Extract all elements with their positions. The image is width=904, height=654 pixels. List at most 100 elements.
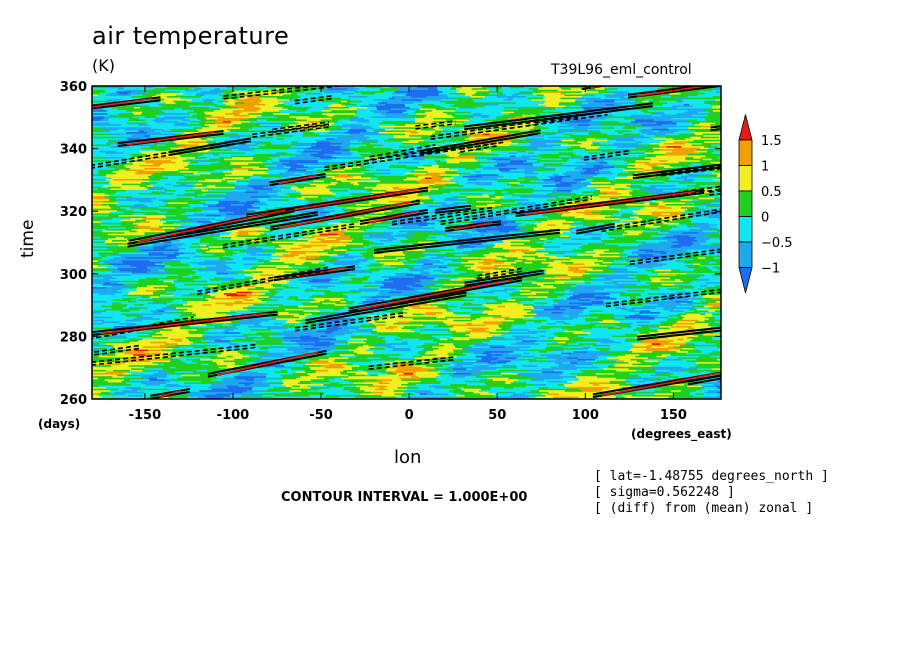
heat-cell <box>624 291 635 294</box>
heat-cell <box>567 269 575 272</box>
heat-cell <box>295 361 312 364</box>
heat-cell <box>704 381 721 384</box>
heat-cell <box>541 363 552 366</box>
heat-cell <box>674 283 689 286</box>
heat-cell <box>681 363 699 366</box>
heat-cell <box>593 328 602 331</box>
heat-cell <box>451 308 473 311</box>
heat-cell <box>615 283 624 286</box>
heat-cell <box>196 314 217 317</box>
heat-cell <box>221 391 233 394</box>
heat-cell <box>92 366 112 369</box>
heat-cell <box>527 295 539 298</box>
heat-cell <box>578 395 599 399</box>
heat-cell <box>256 270 264 273</box>
heat-cell <box>693 250 702 253</box>
heat-cell <box>446 245 458 248</box>
heat-cell <box>615 359 625 363</box>
heat-cell <box>490 388 509 391</box>
heat-cell <box>239 370 259 373</box>
heat-cell <box>644 394 660 397</box>
heat-cell <box>482 366 500 369</box>
heat-cell <box>147 284 169 287</box>
heat-cell <box>253 262 271 265</box>
heat-cell <box>304 378 312 381</box>
heat-cell <box>323 392 346 395</box>
heat-cell <box>534 356 548 359</box>
heat-cell <box>177 372 196 375</box>
heat-cell <box>210 316 227 319</box>
heat-cell <box>516 341 536 344</box>
heat-cell <box>475 355 493 358</box>
heat-cell <box>287 240 295 244</box>
heat-cell <box>573 331 592 334</box>
heat-cell <box>200 339 215 342</box>
heat-cell <box>287 348 301 352</box>
heat-cell <box>271 328 282 331</box>
heat-cell <box>501 333 520 336</box>
heat-cell <box>396 276 414 280</box>
heat-cell <box>490 253 509 256</box>
heat-cell <box>414 287 430 291</box>
heat-cell <box>482 291 495 294</box>
heat-cell <box>92 261 100 264</box>
heat-cell <box>257 327 268 330</box>
heat-cell <box>201 275 208 278</box>
heat-cell <box>526 381 547 384</box>
heat-cell <box>310 348 332 352</box>
heat-cell <box>502 283 511 286</box>
heat-cell <box>317 330 335 333</box>
heat-cell <box>350 281 369 284</box>
heat-cell <box>678 375 692 378</box>
heat-cell <box>558 392 576 395</box>
heat-cell <box>680 389 697 392</box>
heat-cell <box>326 262 335 265</box>
heat-cell <box>267 325 284 328</box>
heat-cell <box>106 369 114 372</box>
heat-cell <box>423 269 435 272</box>
heat-cell <box>517 372 534 375</box>
heat-cell <box>595 358 603 361</box>
heat-cell <box>516 261 525 264</box>
heat-cell <box>425 352 438 355</box>
heat-cell <box>549 289 566 292</box>
heat-cell <box>581 289 596 292</box>
heat-cell <box>390 284 408 287</box>
heat-cell <box>146 272 157 275</box>
heat-cell <box>522 255 539 258</box>
heat-cell <box>195 270 218 273</box>
heat-cell <box>640 319 652 322</box>
heat-cell <box>291 287 307 291</box>
heat-cell <box>540 328 550 331</box>
heat-cell <box>430 272 440 275</box>
heat-cell <box>626 267 648 270</box>
heat-cell <box>565 320 575 323</box>
heat-cell <box>312 345 325 348</box>
heat-cell <box>152 370 160 373</box>
heat-cell <box>137 391 145 394</box>
heat-cell <box>251 344 263 347</box>
heat-cell <box>677 394 694 397</box>
heat-cell <box>523 308 532 311</box>
heat-cell <box>261 281 271 284</box>
heat-cell <box>627 255 647 258</box>
heat-cell <box>516 294 534 297</box>
heat-cell <box>280 363 288 366</box>
heat-cell <box>111 270 133 273</box>
heat-cell <box>609 386 617 389</box>
heat-cell <box>192 341 209 344</box>
heat-cell <box>320 242 337 245</box>
heat-cell <box>250 384 271 388</box>
heat-cell <box>418 386 429 389</box>
heat-cell <box>135 287 146 291</box>
heat-cell <box>462 278 478 281</box>
heat-cell <box>636 283 651 286</box>
heat-cell <box>516 281 533 284</box>
heat-cell <box>536 312 553 316</box>
heat-cell <box>687 250 695 253</box>
heat-cell <box>602 298 622 301</box>
heat-cell <box>288 258 307 261</box>
heat-cell <box>137 256 151 259</box>
heat-cell <box>573 272 585 275</box>
heat-cell <box>102 256 114 259</box>
